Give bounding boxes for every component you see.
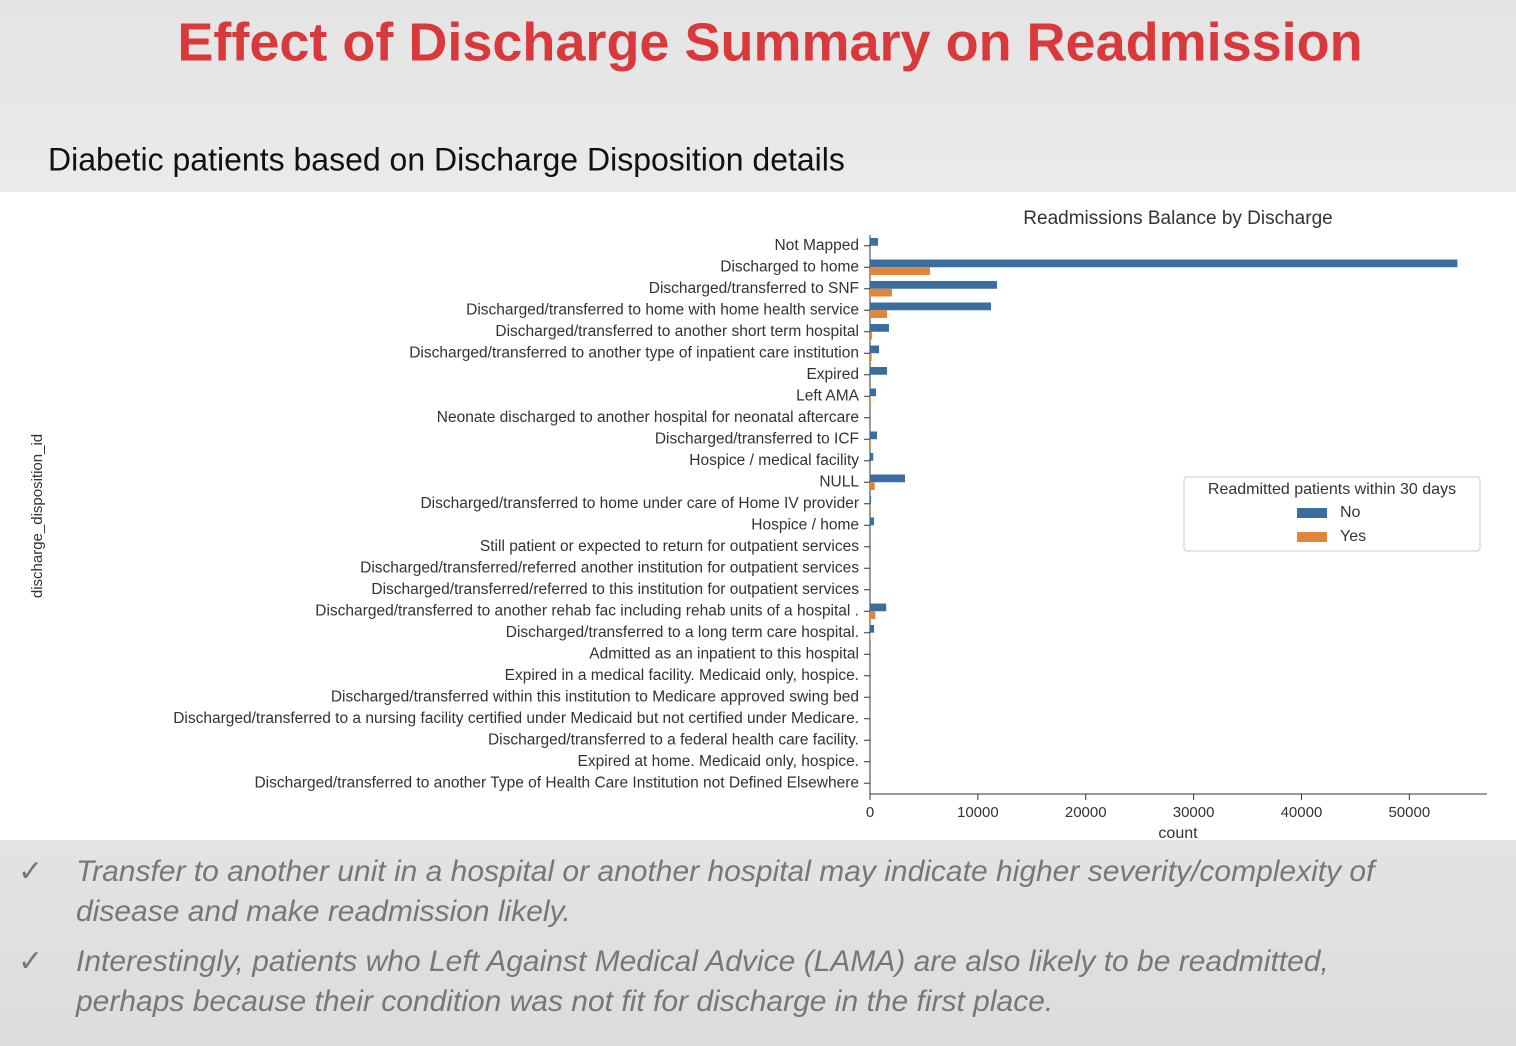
slide-subtitle: Diabetic patients based on Discharge Dis… [48,141,845,177]
bar [870,345,880,354]
legend-swatch [1297,508,1327,518]
y-tick-label: Expired in a medical facility. Medicaid … [505,667,859,684]
bar [870,517,874,526]
legend-swatch [1297,532,1327,542]
bar [870,302,992,311]
chart-title: Readmissions Balance by Discharge [1023,208,1332,229]
legend-title: Readmitted patients within 30 days [1208,481,1456,498]
bar [870,281,998,289]
y-axis-label: discharge_disposition_id [29,434,46,598]
x-tick-label: 30000 [1173,804,1215,821]
legend-label: No [1340,504,1361,521]
bar [870,539,871,547]
bullet: ✓ Interestingly, patients who Left Agains… [18,942,1398,1022]
y-tick-label: Discharged/transferred to SNF [649,280,859,297]
bar [870,238,878,246]
y-tick-label: NULL [819,473,859,490]
y-tick-label: Expired at home. Medicaid only, hospice. [578,753,859,770]
y-tick-label: Discharged/transferred/referred another … [360,559,859,576]
bar [870,439,871,447]
check: ✓ [18,945,44,978]
bar [870,331,873,340]
x-tick-label: 50000 [1388,804,1430,821]
y-tick-label: Hospice / home [751,516,859,533]
bar [870,396,871,404]
y-tick-label: Neonate discharged to another hospital f… [437,409,859,426]
y-tick-label: Expired [806,366,859,383]
x-tick-label: 10000 [957,804,999,821]
bullet: ✓ Transfer to another unit in a hospital … [18,852,1398,932]
bar [870,603,887,612]
y-tick-label: Not Mapped [775,237,859,254]
x-tick-label: 20000 [1065,804,1107,821]
bar [870,611,876,619]
bar [870,310,888,318]
bar [870,482,875,490]
x-axis-label: count [1158,825,1198,842]
y-tick-label: Discharged/transferred to a federal heal… [488,731,859,748]
y-tick-label: Admitted as an inpatient to this hospita… [589,645,859,662]
bar [870,259,1458,268]
bar [870,496,872,504]
legend-label: Yes [1340,528,1366,545]
bar [870,388,877,397]
y-tick-label: Discharged/transferred to another rehab … [315,602,859,619]
bar [870,267,930,275]
y-tick-label: Discharged/transferred to another Type o… [254,774,859,791]
bullet-text: Interestingly, patients who Left Against… [76,945,1329,1018]
bar [870,689,871,698]
y-tick-label: Discharged/transferred to ICF [655,430,859,447]
bar [870,453,874,461]
y-tick-label: Hospice / medical facility [689,452,859,469]
y-tick-label: Left AMA [796,387,860,404]
legend-box [1183,476,1481,552]
y-tick-label: Discharged to home [720,258,859,275]
bullet-text: Transfer to another unit in a hospital o… [76,855,1375,928]
y-tick-label: Discharged/transferred/referred to this … [371,581,859,598]
check: ✓ [18,855,44,888]
y-tick-label: Discharged/transferred to home with home… [466,301,859,318]
y-tick-label: Discharged/transferred to home under car… [420,495,859,512]
y-tick-label: Discharged/transferred within this insti… [331,688,859,705]
x-tick-label: 40000 [1281,804,1323,821]
bar [870,324,889,332]
bar [870,353,872,361]
slide-title: Effect of Discharge Summary on Readmissi… [177,12,1362,72]
y-tick-label: Still patient or expected to return for … [480,538,859,555]
y-tick-label: Discharged/transferred to another short … [495,323,859,340]
bar [870,625,875,633]
y-tick-label: Discharged/transferred to a long term ca… [506,624,859,641]
y-tick-label: Discharged/transferred to a nursing faci… [173,710,859,727]
bar [870,288,893,297]
y-tick-label: Discharged/transferred to another type o… [409,344,859,361]
x-tick-label: 0 [866,804,874,821]
bar [870,367,888,375]
bar [870,431,878,440]
bar [870,474,906,483]
